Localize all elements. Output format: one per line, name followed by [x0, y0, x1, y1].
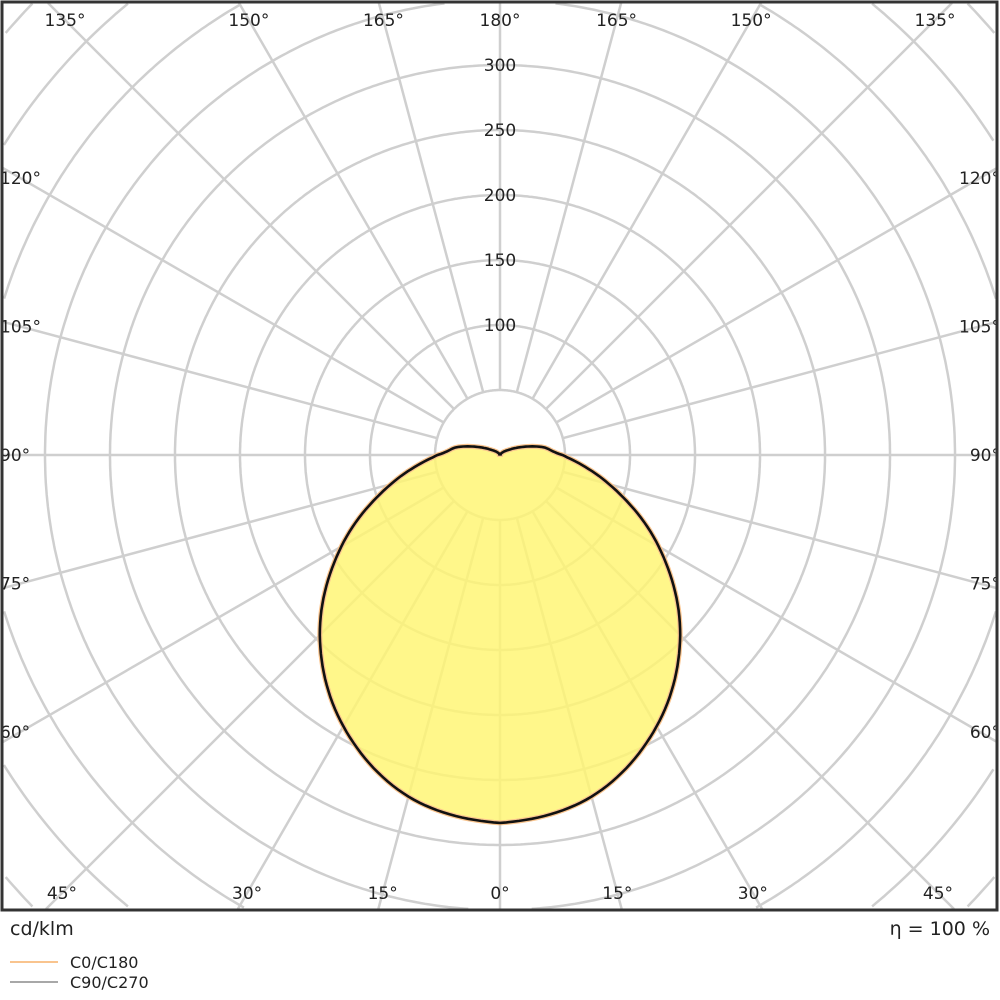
angle-label-right: 105°	[959, 317, 1000, 337]
radial-tick-label: 100	[484, 316, 516, 336]
angle-label-bottom: 45°	[47, 884, 77, 904]
efficiency-label: η = 100 %	[890, 918, 990, 940]
grid-spoke	[3, 166, 445, 424]
legend-label-c0-c180: C0/C180	[70, 953, 138, 972]
grid-spoke	[3, 320, 438, 440]
grid-circle	[3, 3, 995, 908]
grid-spoke	[237, 3, 469, 400]
legend-label-c90-c270: C90/C270	[70, 973, 149, 992]
angle-label-bottom: 15°	[602, 884, 632, 904]
curve-c90-c270	[318, 444, 682, 825]
radial-tick-label: 200	[484, 186, 516, 206]
angle-label-left: 120°	[0, 169, 41, 189]
intensity-curves	[317, 443, 683, 826]
grid-spoke	[531, 3, 763, 400]
radial-tick-labels: 100 150 200 250 300	[484, 56, 516, 336]
angle-label-bottom: 15°	[368, 884, 398, 904]
angle-tick-labels: 135° 150° 165° 180° 165° 150° 135° 120° 105° 90° 7…	[0, 11, 1000, 904]
angle-label-top: 135°	[45, 11, 86, 31]
grid-spoke	[515, 3, 623, 393]
grid-circle	[43, 3, 957, 909]
grid-spoke	[3, 470, 438, 590]
angle-label-left: 105°	[0, 317, 41, 337]
angle-label-top: 135°	[915, 11, 956, 31]
angle-label-top: 165°	[596, 11, 637, 31]
angle-label-top: 180°	[480, 11, 521, 31]
angle-label-right: 75°	[970, 575, 1000, 595]
radial-tick-label: 300	[484, 56, 516, 76]
angle-label-bottom: 45°	[923, 884, 953, 904]
plot-frame	[0, 0, 999, 912]
grid-circle	[3, 3, 996, 909]
angle-label-bottom: 30°	[232, 884, 262, 904]
grid-spoke	[562, 470, 996, 590]
legend: C0/C180 C90/C270	[10, 953, 149, 992]
grid-spoke	[545, 3, 953, 410]
grid-spoke	[562, 320, 996, 440]
angle-label-left: 60°	[0, 723, 30, 743]
radial-tick-label: 150	[484, 251, 516, 271]
angle-label-right: 120°	[959, 169, 1000, 189]
grid-spoke	[555, 167, 996, 424]
angle-label-top: 150°	[731, 11, 772, 31]
unit-label: cd/klm	[10, 918, 74, 940]
angle-label-top: 165°	[363, 11, 404, 31]
angle-label-top: 150°	[228, 11, 269, 31]
angle-label-bottom: 30°	[738, 884, 768, 904]
grid-spoke	[47, 3, 455, 410]
angle-label-left: 75°	[0, 575, 30, 595]
angle-label-right: 90°	[970, 446, 1000, 466]
grid-circle	[4, 3, 996, 908]
angle-label-left: 90°	[0, 446, 30, 466]
grid-spoke	[377, 3, 485, 393]
angle-label-right: 60°	[970, 723, 1000, 743]
angle-label-bottom: 0°	[490, 884, 509, 904]
radial-tick-label: 250	[484, 121, 516, 141]
